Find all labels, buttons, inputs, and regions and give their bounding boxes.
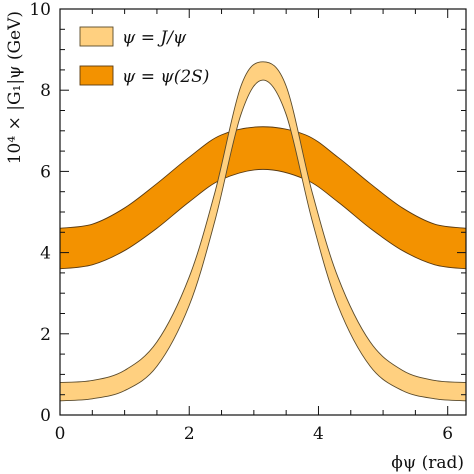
y-tick-label: 4 — [40, 244, 51, 264]
legend-label-jpsi: ψ = J/ψ — [122, 28, 187, 48]
y-axis-label: 10⁴ × |G₁|ψ (GeV) — [5, 11, 25, 164]
y-tick-label: 0 — [40, 406, 51, 426]
x-axis-label: ϕψ (rad) — [391, 453, 464, 473]
y-tick-label: 10 — [29, 0, 51, 20]
band-psi2s — [59, 126, 467, 270]
x-tick-label: 2 — [184, 424, 195, 444]
y-tick-label: 8 — [40, 81, 51, 101]
y-tick-label: 6 — [40, 162, 51, 182]
legend-swatch-jpsi — [79, 26, 114, 47]
y-tick-label: 2 — [40, 325, 51, 345]
x-tick-label: 4 — [313, 424, 324, 444]
x-tick-label: 6 — [442, 424, 453, 444]
legend-label-psi2s: ψ = ψ(2S) — [122, 67, 209, 87]
legend: ψ = J/ψ ψ = ψ(2S) — [79, 26, 209, 87]
x-tick-label: 0 — [55, 424, 66, 444]
bands-layer — [59, 61, 467, 402]
ticks-layer — [59, 8, 466, 416]
tick-labels-layer: 0 2 4 6 0 2 4 6 8 10 — [29, 0, 453, 444]
legend-swatch-psi2s — [79, 65, 114, 86]
